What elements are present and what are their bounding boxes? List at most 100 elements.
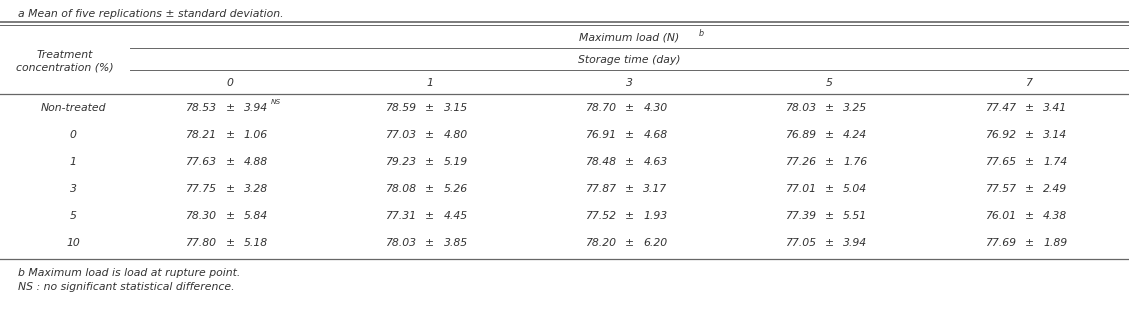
Text: ±: ± [226,130,235,140]
Text: 77.69: 77.69 [986,238,1016,248]
Text: b Maximum load is load at rupture point.: b Maximum load is load at rupture point. [18,268,240,278]
Text: ±: ± [625,103,634,113]
Text: 78.08: 78.08 [386,184,418,194]
Text: 4.80: 4.80 [444,130,467,140]
Text: 77.01: 77.01 [786,184,816,194]
Text: 76.92: 76.92 [986,130,1016,140]
Text: 3.15: 3.15 [444,103,467,113]
Text: 7: 7 [1025,78,1033,88]
Text: Storage time (day): Storage time (day) [578,55,681,65]
Text: 77.26: 77.26 [786,157,816,167]
Text: 3: 3 [627,78,633,88]
Text: 3.25: 3.25 [843,103,867,113]
Text: ±: ± [1024,103,1034,113]
Text: 3.94: 3.94 [244,103,268,113]
Text: 1.74: 1.74 [1043,157,1067,167]
Text: NS: NS [271,99,281,105]
Text: 77.05: 77.05 [786,238,816,248]
Text: ±: ± [625,157,634,167]
Text: 3: 3 [70,184,77,194]
Text: 3.85: 3.85 [444,238,467,248]
Text: 2.49: 2.49 [1043,184,1067,194]
Text: 77.75: 77.75 [186,184,218,194]
Text: 77.39: 77.39 [786,211,816,221]
Text: 1: 1 [427,78,434,88]
Text: 76.89: 76.89 [786,130,816,140]
Text: ±: ± [825,238,834,248]
Text: 78.48: 78.48 [586,157,618,167]
Text: 78.03: 78.03 [786,103,816,113]
Text: 5.26: 5.26 [444,184,467,194]
Text: 77.87: 77.87 [586,184,618,194]
Text: ±: ± [825,184,834,194]
Text: 78.53: 78.53 [186,103,218,113]
Text: 5.84: 5.84 [244,211,268,221]
Text: b: b [699,29,704,37]
Text: ±: ± [625,130,634,140]
Text: 1.06: 1.06 [244,130,268,140]
Text: 3.28: 3.28 [244,184,268,194]
Text: 79.23: 79.23 [386,157,418,167]
Text: ±: ± [226,211,235,221]
Text: ±: ± [625,238,634,248]
Text: NS : no significant statistical difference.: NS : no significant statistical differen… [18,282,235,292]
Text: 0: 0 [70,130,77,140]
Text: 77.52: 77.52 [586,211,618,221]
Text: 5.04: 5.04 [843,184,867,194]
Text: ±: ± [226,184,235,194]
Text: ±: ± [426,130,435,140]
Text: 4.63: 4.63 [644,157,667,167]
Text: 78.30: 78.30 [186,211,218,221]
Text: 3.17: 3.17 [644,184,667,194]
Text: ±: ± [226,157,235,167]
Text: 76.01: 76.01 [986,211,1016,221]
Text: 3.41: 3.41 [1043,103,1067,113]
Text: 4.68: 4.68 [644,130,667,140]
Text: ±: ± [1024,238,1034,248]
Text: ±: ± [426,211,435,221]
Text: ±: ± [825,157,834,167]
Text: ±: ± [426,103,435,113]
Text: 5.18: 5.18 [244,238,268,248]
Text: ±: ± [1024,184,1034,194]
Text: 1.89: 1.89 [1043,238,1067,248]
Text: ±: ± [226,238,235,248]
Text: ±: ± [825,130,834,140]
Text: 78.20: 78.20 [586,238,618,248]
Text: 5.19: 5.19 [444,157,467,167]
Text: 4.24: 4.24 [843,130,867,140]
Text: 78.21: 78.21 [186,130,218,140]
Text: ±: ± [426,238,435,248]
Text: ±: ± [825,211,834,221]
Text: 4.30: 4.30 [644,103,667,113]
Text: 5.51: 5.51 [843,211,867,221]
Text: 3.14: 3.14 [1043,130,1067,140]
Text: ±: ± [1024,211,1034,221]
Text: 78.59: 78.59 [386,103,418,113]
Text: Maximum load (N): Maximum load (N) [579,33,680,43]
Text: 5: 5 [825,78,833,88]
Text: 0: 0 [227,78,234,88]
Text: 1.76: 1.76 [843,157,867,167]
Text: ±: ± [1024,130,1034,140]
Text: 77.65: 77.65 [986,157,1016,167]
Text: ±: ± [226,103,235,113]
Text: 77.47: 77.47 [986,103,1016,113]
Text: 10: 10 [67,238,80,248]
Text: 77.03: 77.03 [386,130,418,140]
Text: 3.94: 3.94 [843,238,867,248]
Text: concentration (%): concentration (%) [16,63,114,72]
Text: a Mean of five replications ± standard deviation.: a Mean of five replications ± standard d… [18,9,283,19]
Text: 77.31: 77.31 [386,211,418,221]
Text: 77.80: 77.80 [186,238,218,248]
Text: ±: ± [1024,157,1034,167]
Text: 6.20: 6.20 [644,238,667,248]
Text: ±: ± [625,211,634,221]
Text: 1.93: 1.93 [644,211,667,221]
Text: 1: 1 [70,157,77,167]
Text: ±: ± [426,157,435,167]
Text: 4.88: 4.88 [244,157,268,167]
Text: Non-treated: Non-treated [41,103,106,113]
Text: Treatment: Treatment [37,51,94,60]
Text: 77.63: 77.63 [186,157,218,167]
